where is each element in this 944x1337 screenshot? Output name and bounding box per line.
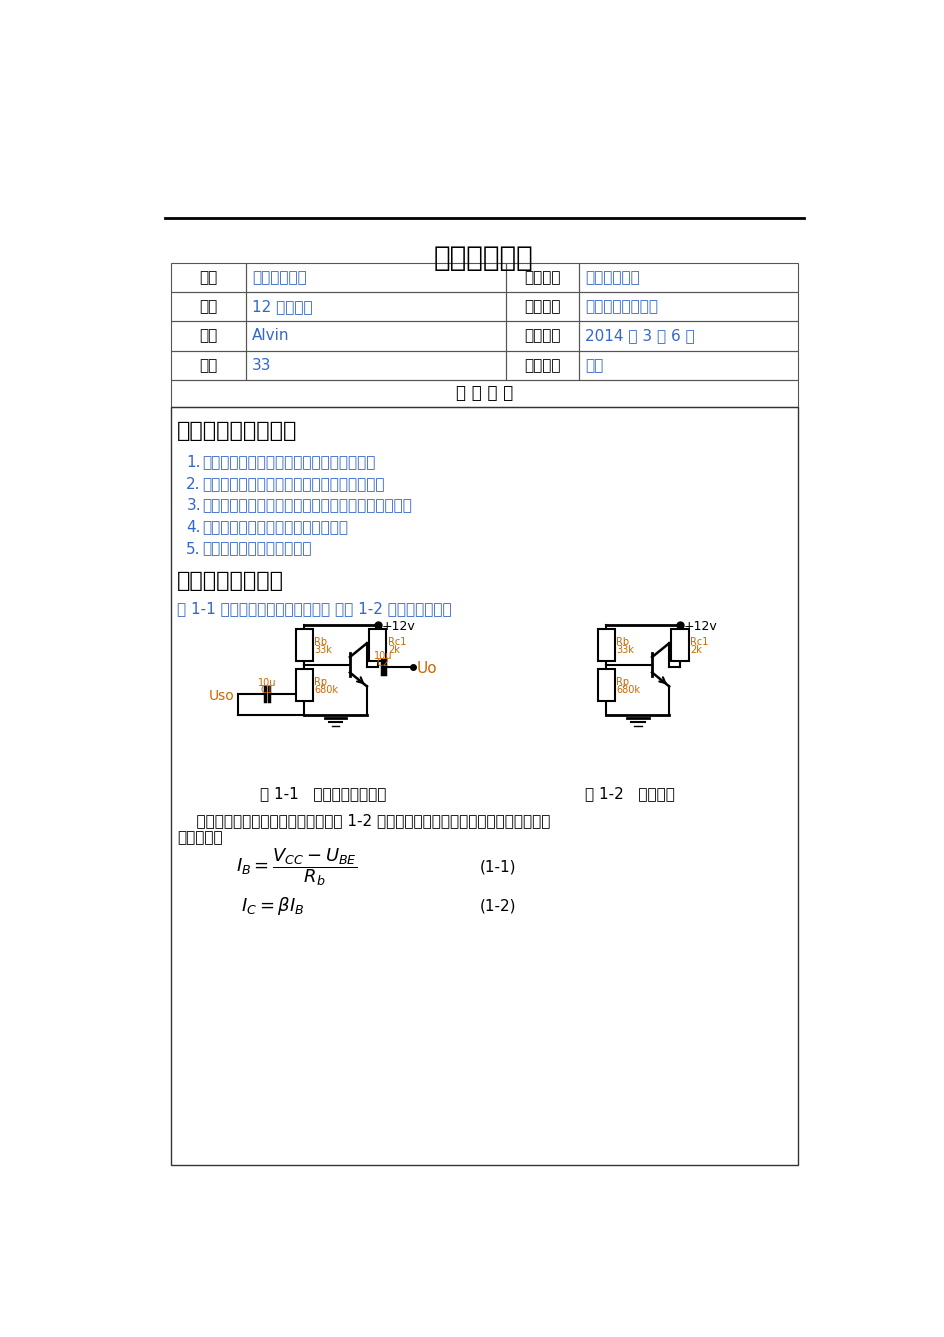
Text: 姓名: 姓名	[199, 329, 217, 344]
Text: 实验名称: 实验名称	[524, 299, 560, 314]
Text: (1-2): (1-2)	[480, 898, 515, 913]
Bar	[598, 668, 615, 701]
Text: 3.: 3.	[186, 499, 201, 513]
Text: 文毅: 文毅	[585, 358, 603, 373]
Text: C1: C1	[261, 685, 273, 695]
Text: Uso: Uso	[209, 689, 234, 702]
Bar	[171, 380, 797, 406]
Text: $I_C = \beta I_B$: $I_C = \beta I_B$	[241, 894, 305, 917]
Text: C2: C2	[377, 658, 389, 668]
Bar	[579, 291, 797, 321]
Text: Rc1: Rc1	[689, 636, 708, 647]
Text: 电子技术实验: 电子技术实验	[585, 270, 639, 285]
Bar	[598, 628, 615, 660]
Text: 基本共射放大电路: 基本共射放大电路	[585, 299, 658, 314]
Text: 10u: 10u	[374, 651, 392, 660]
Text: 学习放大电路的静态工作点参数的测量方法；: 学习放大电路的静态工作点参数的测量方法；	[202, 477, 384, 492]
Text: 12 无线技术: 12 无线技术	[252, 299, 312, 314]
Text: 学号: 学号	[199, 358, 217, 373]
Text: 2k: 2k	[689, 646, 701, 655]
Text: 学习常用电子仪器的使用。: 学习常用电子仪器的使用。	[202, 541, 311, 556]
Text: 报 告 内 容: 报 告 内 容	[455, 384, 513, 402]
Bar	[295, 668, 312, 701]
Bar	[369, 628, 386, 660]
Text: 加深对基本共射放大电路放大特性的理解；: 加深对基本共射放大电路放大特性的理解；	[202, 456, 375, 471]
Text: 4.: 4.	[186, 520, 201, 535]
Text: 学生实验报告: 学生实验报告	[433, 243, 533, 271]
Text: Rb: Rb	[615, 636, 629, 647]
Text: +12v: +12v	[381, 620, 415, 632]
Bar	[171, 406, 797, 1166]
Text: 院别: 院别	[199, 270, 217, 285]
Text: 1.: 1.	[186, 456, 201, 471]
Bar	[171, 291, 245, 321]
Text: +12v: +12v	[683, 620, 716, 632]
Bar	[671, 628, 688, 660]
Bar	[171, 321, 245, 350]
Text: 二、实验原理介绍: 二、实验原理介绍	[177, 571, 284, 591]
Text: 了解电路参数对静态工作点的影响和静态调试方法；: 了解电路参数对静态工作点的影响和静态调试方法；	[202, 499, 412, 513]
Text: Rb: Rb	[313, 636, 327, 647]
Bar	[505, 263, 579, 291]
Bar	[245, 263, 505, 291]
Text: 指导教师: 指导教师	[524, 358, 560, 373]
Text: 首先，对该电路作直流分析。分析图 1-2 的直流通路，可得到如下直流工作参数的关: 首先，对该电路作直流分析。分析图 1-2 的直流通路，可得到如下直流工作参数的关	[177, 813, 549, 829]
Text: 图 1-1   基本共射放大电路: 图 1-1 基本共射放大电路	[260, 786, 386, 801]
Text: 课程名称: 课程名称	[524, 270, 560, 285]
Bar	[245, 350, 505, 380]
Text: 680k: 680k	[313, 685, 338, 695]
Text: (1-1): (1-1)	[480, 860, 515, 874]
Text: $I_B = \dfrac{V_{CC} - U_{BE}}{R_b}$: $I_B = \dfrac{V_{CC} - U_{BE}}{R_b}$	[235, 846, 357, 888]
Bar	[579, 350, 797, 380]
Text: 2014 年 3 月 6 日: 2014 年 3 月 6 日	[585, 329, 695, 344]
Bar	[245, 321, 505, 350]
Text: 图 1-2   直流通路: 图 1-2 直流通路	[584, 786, 674, 801]
Text: 5.: 5.	[186, 541, 201, 556]
Text: Rp: Rp	[615, 677, 629, 687]
Text: Rc1: Rc1	[387, 636, 406, 647]
Bar	[171, 263, 245, 291]
Text: 33k: 33k	[615, 646, 633, 655]
Text: 680k: 680k	[615, 685, 640, 695]
Bar	[505, 350, 579, 380]
Text: 33k: 33k	[313, 646, 331, 655]
Text: Rp: Rp	[313, 677, 327, 687]
Text: 一、实验目的和任务: 一、实验目的和任务	[177, 421, 297, 441]
Text: 电子信息学院: 电子信息学院	[252, 270, 307, 285]
Text: Alvin: Alvin	[252, 329, 290, 344]
Text: 图 1-1 为基本共射放大电路原理图 ，图 1-2 是其直流通路。: 图 1-1 为基本共射放大电路原理图 ，图 1-2 是其直流通路。	[177, 602, 451, 616]
Text: 实验时间: 实验时间	[524, 329, 560, 344]
Text: 2.: 2.	[186, 477, 201, 492]
Bar	[579, 321, 797, 350]
Text: 学习放大电路交流参数的测量方法；: 学习放大电路交流参数的测量方法；	[202, 520, 347, 535]
Bar	[505, 291, 579, 321]
Text: 系表达式：: 系表达式：	[177, 830, 223, 845]
Text: 10u: 10u	[258, 678, 276, 687]
Bar	[171, 350, 245, 380]
Bar	[579, 263, 797, 291]
Text: 班级: 班级	[199, 299, 217, 314]
Bar	[505, 321, 579, 350]
Text: 33: 33	[252, 358, 272, 373]
Bar	[295, 628, 312, 660]
Text: Uo: Uo	[416, 660, 437, 677]
Text: 2k: 2k	[387, 646, 399, 655]
Bar	[245, 291, 505, 321]
